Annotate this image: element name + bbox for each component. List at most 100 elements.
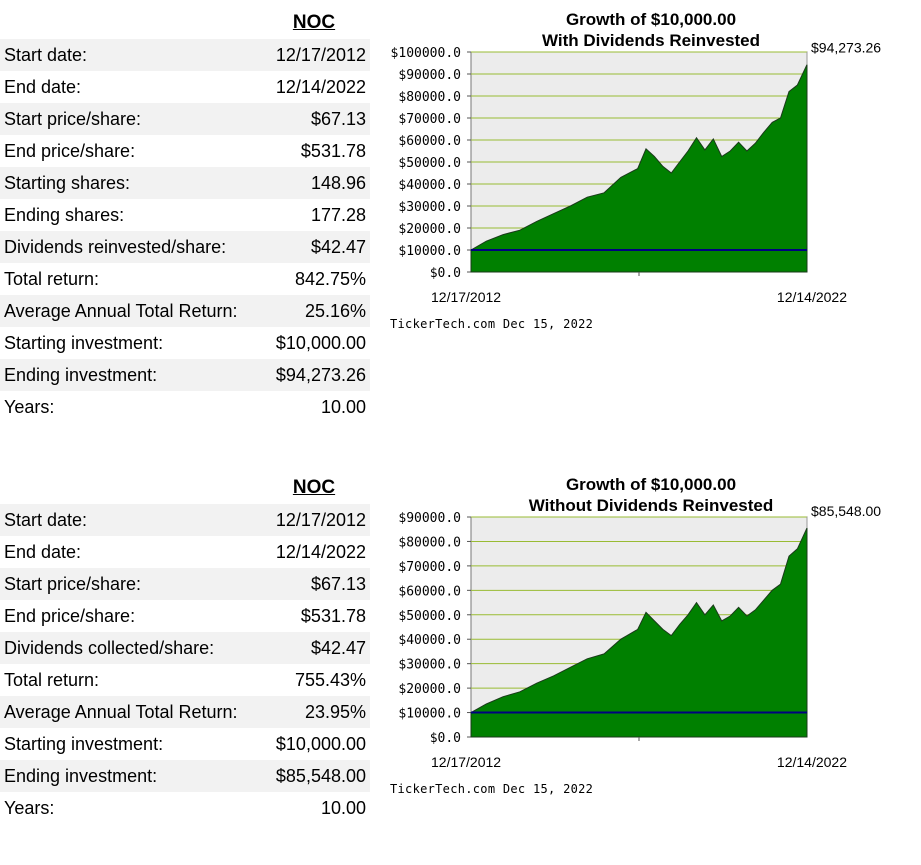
stat-value: 23.95% <box>266 696 370 728</box>
stat-value: 12/17/2012 <box>266 504 370 536</box>
stat-value: $531.78 <box>300 605 366 626</box>
chart-credit: TickerTech.com Dec 15, 2022 <box>390 317 594 331</box>
with-dividends-section: NOC Start date: 12/17/2012 End date: 12/14/… <box>0 0 921 417</box>
stat-value: $94,273.26 <box>266 359 370 391</box>
y-tick-label: $20000.0 <box>398 682 461 697</box>
ticker-heading: NOC <box>292 12 336 33</box>
stat-value: 12/14/2022 <box>275 541 366 562</box>
stats-row: End date: 12/14/2022 <box>0 71 370 103</box>
growth-area <box>470 527 808 738</box>
stats-row: End price/share: $531.78 <box>0 135 370 167</box>
y-tick-label: $40000.0 <box>398 178 461 193</box>
stats-row: Average Annual Total Return: 23.95% <box>0 696 370 728</box>
y-tick-label: $70000.0 <box>398 560 461 575</box>
y-tick-label: $0.0 <box>430 731 461 746</box>
stats-row: Start date: 12/17/2012 <box>0 39 370 71</box>
y-tick-label: $20000.0 <box>398 222 461 237</box>
stat-label: Starting shares: <box>0 167 266 199</box>
stat-label: Average Annual Total Return: <box>0 696 266 728</box>
y-tick-label: $30000.0 <box>398 658 461 673</box>
stat-label: Start date: <box>0 504 266 536</box>
stat-label: Total return: <box>4 669 100 690</box>
stat-value: $10,000.00 <box>275 733 366 754</box>
stats-row: Starting shares: 148.96 <box>0 167 370 199</box>
stats-row: Start date: 12/17/2012 <box>0 504 370 536</box>
growth-area <box>470 64 808 273</box>
y-tick-label: $10000.0 <box>398 707 461 722</box>
y-tick-label: $90000.0 <box>398 68 461 83</box>
stats-row: Ending investment: $94,273.26 <box>0 359 370 391</box>
chart-title-line2: Without Dividends Reinvested <box>528 496 774 515</box>
stats-row: Starting investment: $10,000.00 <box>0 728 370 760</box>
y-tick-label: $60000.0 <box>398 134 461 149</box>
without-dividends-section: NOC Start date: 12/17/2012 End date: 12/14/… <box>0 465 921 865</box>
stat-label: Ending shares: <box>4 204 125 225</box>
stat-value: 10.00 <box>320 396 366 417</box>
y-tick-label: $10000.0 <box>398 244 461 259</box>
stats-row: Start price/share: $67.13 <box>0 568 370 600</box>
stat-value: $42.47 <box>266 632 370 664</box>
stat-value: 842.75% <box>294 268 366 289</box>
stat-label: Total return: <box>4 268 100 289</box>
stats-row: Ending shares: 177.28 <box>0 199 370 231</box>
stat-value: $10,000.00 <box>275 332 366 353</box>
stat-value: 177.28 <box>310 204 366 225</box>
chart-title-line1: Growth of $10,000.00 <box>565 475 737 494</box>
stats-row: Dividends collected/share: $42.47 <box>0 632 370 664</box>
stat-value: $531.78 <box>300 140 366 161</box>
stats-row: Total return: 755.43% <box>0 664 370 696</box>
end-value-label: $94,273.26 <box>811 40 881 56</box>
stats-row: Total return: 842.75% <box>0 263 370 295</box>
stats-row: End date: 12/14/2022 <box>0 536 370 568</box>
stat-value: $85,548.00 <box>266 760 370 792</box>
stat-value: 12/14/2022 <box>275 76 366 97</box>
y-tick-label: $70000.0 <box>398 112 461 127</box>
stat-label: End date: <box>4 76 82 97</box>
y-tick-label: $90000.0 <box>398 511 461 526</box>
y-tick-label: $0.0 <box>430 266 461 281</box>
x-tick-label: 12/14/2022 <box>777 754 847 770</box>
stat-label: Starting investment: <box>4 733 164 754</box>
y-tick-label: $100000.0 <box>391 46 461 61</box>
stats-row: End price/share: $531.78 <box>0 600 370 632</box>
y-tick-label: $80000.0 <box>398 535 461 550</box>
x-tick-label: 12/17/2012 <box>431 754 501 770</box>
chart-title-line2: With Dividends Reinvested <box>541 31 761 50</box>
ticker-heading: NOC <box>292 477 336 498</box>
stat-label: Start date: <box>0 39 266 71</box>
stats-table: Start date: 12/17/2012 End date: 12/14/2022… <box>0 39 370 423</box>
stat-value: 25.16% <box>266 295 370 327</box>
stat-label: Dividends reinvested/share: <box>0 231 266 263</box>
stat-label: End price/share: <box>4 140 136 161</box>
stats-row: Years: 10.00 <box>0 391 370 423</box>
stats-table: Start date: 12/17/2012 End date: 12/14/2022… <box>0 504 370 824</box>
x-tick-label: 12/17/2012 <box>431 289 501 305</box>
stats-row: Ending investment: $85,548.00 <box>0 760 370 792</box>
stat-value: $42.47 <box>266 231 370 263</box>
stat-label: Starting investment: <box>4 332 164 353</box>
stats-row: Start price/share: $67.13 <box>0 103 370 135</box>
x-tick-label: 12/14/2022 <box>777 289 847 305</box>
stat-label: Start price/share: <box>0 568 266 600</box>
stat-value: 12/17/2012 <box>266 39 370 71</box>
end-value-label: $85,548.00 <box>811 505 881 519</box>
stat-label: Ending investment: <box>0 359 266 391</box>
stat-label: End date: <box>4 541 82 562</box>
y-tick-label: $40000.0 <box>398 633 461 648</box>
y-tick-label: $80000.0 <box>398 90 461 105</box>
stats-row: Dividends reinvested/share: $42.47 <box>0 231 370 263</box>
growth-chart: $0.0 $10000.0 $20000.0 $30000.0 $40000.0 $500… <box>398 505 881 770</box>
y-tick-label: $50000.0 <box>398 156 461 171</box>
stat-value: 10.00 <box>320 797 366 818</box>
stats-row: Years: 10.00 <box>0 792 370 824</box>
stat-value: $67.13 <box>266 568 370 600</box>
chart-title-line1: Growth of $10,000.00 <box>565 10 737 29</box>
chart-title: Growth of $10,000.00 Without Dividends R… <box>470 474 832 516</box>
stat-label: Years: <box>4 396 55 417</box>
chart-credit: TickerTech.com Dec 15, 2022 <box>390 782 594 796</box>
y-tick-label: $60000.0 <box>398 584 461 599</box>
stats-row: Average Annual Total Return: 25.16% <box>0 295 370 327</box>
stat-label: Average Annual Total Return: <box>0 295 266 327</box>
chart-title: Growth of $10,000.00 With Dividends Rein… <box>470 9 832 51</box>
stat-label: Start price/share: <box>0 103 266 135</box>
